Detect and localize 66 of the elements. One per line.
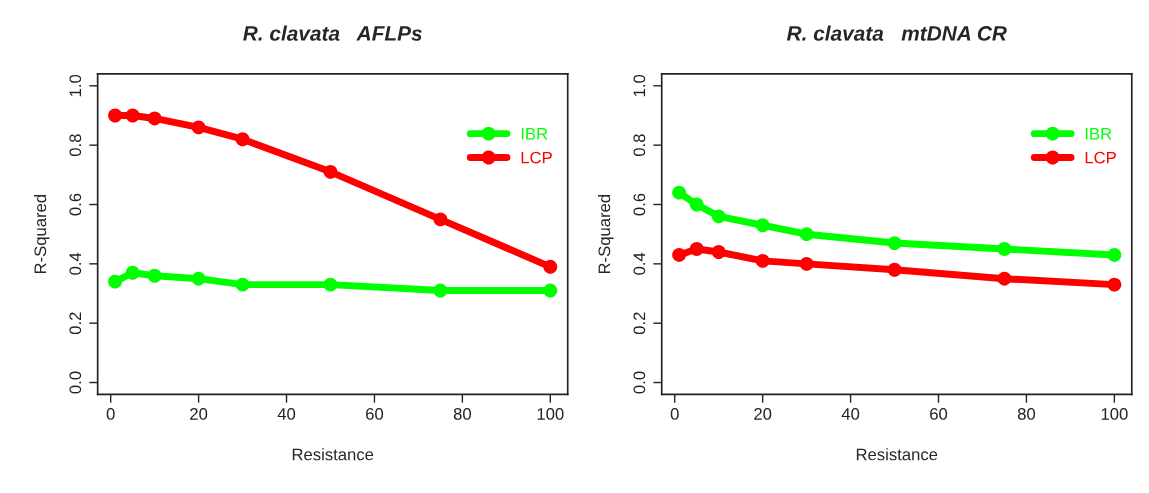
y-tick-label: 0.2 — [633, 312, 646, 335]
y-axis-title: R-Squared — [598, 194, 614, 274]
x-tick-label: 40 — [841, 408, 860, 420]
point — [887, 236, 902, 251]
y-tick-label: 0.2 — [69, 312, 82, 335]
y-tick-label: 0.4 — [633, 252, 646, 275]
point — [711, 209, 726, 224]
point — [235, 132, 250, 147]
point — [191, 271, 206, 286]
point — [191, 120, 206, 135]
legend-label: LCP — [521, 151, 552, 164]
x-tick-label: 20 — [190, 408, 208, 420]
point — [125, 265, 140, 280]
y-tick-label: 0.0 — [633, 371, 646, 394]
point — [1107, 277, 1122, 292]
x-tick-label: 0 — [670, 408, 679, 420]
point — [672, 248, 687, 262]
y-tick-label: 0.8 — [633, 134, 646, 157]
x-tick-label: 80 — [453, 408, 471, 420]
x-tick-label: 0 — [106, 408, 115, 420]
point — [689, 197, 704, 212]
x-tick-label: 80 — [1017, 408, 1036, 420]
point — [108, 108, 123, 123]
point — [125, 108, 140, 123]
y-axis-title: R-Squared — [33, 194, 50, 274]
point — [433, 212, 448, 227]
x-tick-label: 60 — [930, 408, 948, 420]
point — [543, 283, 558, 298]
point — [108, 274, 123, 289]
y-tick-label: 0.0 — [69, 371, 82, 394]
point — [755, 218, 770, 233]
point — [235, 277, 250, 292]
x-tick-label: 60 — [366, 408, 384, 420]
y-tick-label: 0.8 — [69, 134, 82, 157]
chart-title: R. clavata mtDNA CR — [786, 25, 1007, 41]
point — [323, 164, 338, 179]
y-tick-label: 1.0 — [633, 74, 646, 97]
x-tick-label: 100 — [1101, 408, 1128, 420]
point — [433, 283, 448, 298]
x-axis-title: Resistance — [856, 448, 938, 461]
x-tick-label: 100 — [537, 408, 564, 420]
point — [799, 256, 814, 271]
point — [323, 277, 338, 292]
y-tick-label: 1.0 — [69, 74, 82, 97]
y-tick-label: 0.6 — [633, 193, 646, 216]
point — [799, 227, 814, 242]
y-tick-label: 0.6 — [69, 193, 82, 216]
point — [997, 242, 1012, 256]
point — [689, 242, 704, 256]
x-tick-label: 40 — [277, 408, 296, 420]
point — [1107, 248, 1122, 262]
point — [755, 253, 770, 268]
x-axis-title: Resistance — [292, 448, 374, 461]
legend-label: LCP — [1085, 151, 1116, 164]
point — [147, 268, 162, 283]
x-tick-label: 20 — [754, 408, 772, 420]
point — [543, 259, 558, 274]
chart-title: R. clavata AFLPs — [243, 25, 422, 41]
point — [997, 271, 1012, 286]
legend-label: IBR — [1085, 128, 1112, 140]
point — [147, 111, 162, 126]
point — [887, 262, 902, 277]
point — [672, 185, 687, 200]
legend-label: IBR — [521, 128, 548, 140]
point — [711, 245, 726, 259]
y-tick-label: 0.4 — [69, 252, 82, 275]
